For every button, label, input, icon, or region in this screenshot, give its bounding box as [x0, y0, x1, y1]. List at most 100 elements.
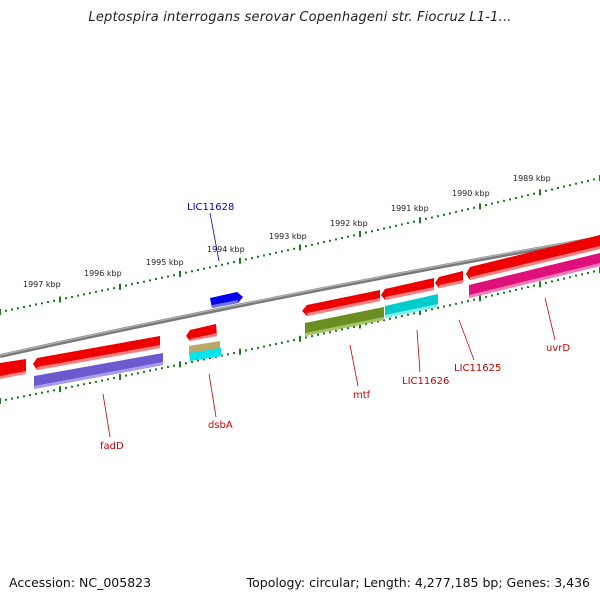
scale-minor-tick — [197, 359, 199, 362]
scale-minor-tick — [23, 306, 25, 308]
scale-minor-tick — [485, 204, 487, 206]
scale-minor-tick — [35, 303, 37, 306]
scale-minor-tick — [533, 192, 535, 195]
scale-major-tick — [59, 296, 61, 303]
scale-minor-tick — [377, 320, 379, 323]
scale-minor-tick — [527, 286, 529, 289]
scale-minor-tick — [251, 348, 253, 351]
mtf-cog-feature[interactable] — [305, 307, 384, 336]
cds-feature[interactable] — [302, 290, 380, 316]
scale-minor-tick — [527, 194, 529, 197]
scale-minor-tick — [215, 265, 217, 268]
scale-minor-tick — [101, 289, 103, 292]
scale-minor-tick — [125, 284, 127, 287]
leader-dsbA — [208, 373, 217, 418]
scale-minor-tick — [545, 189, 547, 192]
gene-label-mtf[interactable]: mtf — [353, 390, 371, 401]
dsbA-cog-feature-2[interactable] — [189, 348, 222, 361]
cds-feature — [307, 298, 380, 316]
scale-minor-tick — [71, 385, 73, 388]
scale-minor-tick — [503, 291, 505, 294]
scale-minor-tick — [443, 213, 445, 216]
scale-minor-tick — [203, 358, 205, 361]
scale-minor-tick — [437, 215, 439, 218]
LIC11626-cog-feature[interactable] — [385, 294, 438, 318]
scale-minor-tick — [497, 293, 499, 296]
scale-minor-tick — [65, 386, 67, 389]
scale-major-tick — [239, 348, 241, 355]
scale-major-tick — [239, 257, 241, 264]
scale-minor-tick — [557, 279, 559, 281]
scale-label: 1997 kbp — [23, 280, 61, 289]
scale-minor-tick — [443, 305, 445, 308]
scale-minor-tick — [53, 389, 55, 392]
scale-label: 1993 kbp — [269, 232, 307, 241]
scale-minor-tick — [563, 185, 565, 188]
scale-minor-tick — [221, 354, 223, 357]
gene-label-LIC11626[interactable]: LIC11626 — [402, 376, 449, 387]
gene-label-LIC11628[interactable]: LIC11628 — [187, 202, 234, 213]
scale-minor-tick — [173, 274, 175, 277]
scale-minor-tick — [47, 301, 49, 303]
scale-minor-tick — [77, 384, 79, 387]
cds-feature[interactable] — [381, 278, 434, 300]
scale-minor-tick — [155, 368, 157, 371]
scale-minor-tick — [83, 383, 85, 386]
uvrD-cog-feature[interactable] — [469, 253, 600, 298]
gene-label-LIC11625[interactable]: LIC11625 — [454, 363, 501, 374]
scale-minor-tick — [125, 374, 127, 377]
scale-minor-tick — [347, 235, 349, 238]
scale-minor-tick — [257, 346, 259, 349]
cds-feature[interactable] — [33, 336, 160, 370]
cds-feature — [37, 345, 160, 370]
scale-major-tick — [539, 189, 541, 196]
scale-minor-tick — [275, 251, 277, 254]
leader-fadD — [102, 393, 111, 438]
scale-minor-tick — [191, 270, 193, 273]
gene-label-uvrD[interactable]: uvrD — [546, 343, 570, 354]
scale-minor-tick — [575, 274, 577, 277]
scale-major-tick — [419, 217, 421, 224]
scale-minor-tick — [245, 258, 247, 261]
upper-scale — [0, 175, 600, 315]
scale-minor-tick — [407, 222, 409, 225]
scale-minor-tick — [581, 181, 583, 184]
gene-label-dsbA[interactable]: dsbA — [208, 420, 233, 431]
scale-minor-tick — [413, 220, 415, 223]
scale-minor-tick — [233, 352, 235, 354]
scale-minor-tick — [257, 255, 259, 258]
scale-minor-tick — [521, 287, 523, 290]
scale-minor-tick — [47, 390, 49, 393]
cds-feature — [439, 280, 463, 288]
scale-major-tick — [479, 295, 481, 302]
scale-major-tick — [539, 281, 541, 288]
scale-minor-tick — [155, 278, 157, 281]
scale-major-tick — [359, 322, 361, 329]
scale-minor-tick — [341, 328, 343, 331]
scale-minor-tick — [353, 325, 355, 328]
scale-minor-tick — [311, 335, 313, 338]
scale-minor-tick — [221, 263, 223, 266]
scale-minor-tick — [473, 298, 475, 301]
scale-minor-tick — [311, 243, 313, 246]
reverse-feature-LIC11628[interactable] — [210, 292, 243, 308]
scale-minor-tick — [485, 295, 487, 298]
scale-minor-tick — [227, 262, 229, 265]
scale-label: 1995 kbp — [146, 258, 184, 267]
cds-feature — [190, 333, 217, 341]
scale-minor-tick — [71, 296, 73, 298]
gene-label-fadD[interactable]: fadD — [100, 441, 124, 452]
scale-minor-tick — [17, 307, 19, 310]
scale-minor-tick — [575, 182, 577, 185]
cds-feature[interactable] — [466, 235, 600, 280]
scale-minor-tick — [269, 344, 271, 347]
scale-label: 1990 kbp — [452, 189, 490, 198]
genome-backbone — [0, 236, 600, 358]
leader-LIC11626 — [416, 329, 421, 373]
cds-feature — [470, 246, 600, 280]
leader-LIC11625 — [458, 319, 475, 361]
scale-major-tick — [299, 335, 301, 342]
scale-minor-tick — [389, 317, 391, 320]
scale-minor-tick — [149, 279, 151, 282]
dsbA-cog-feature[interactable] — [189, 341, 220, 354]
